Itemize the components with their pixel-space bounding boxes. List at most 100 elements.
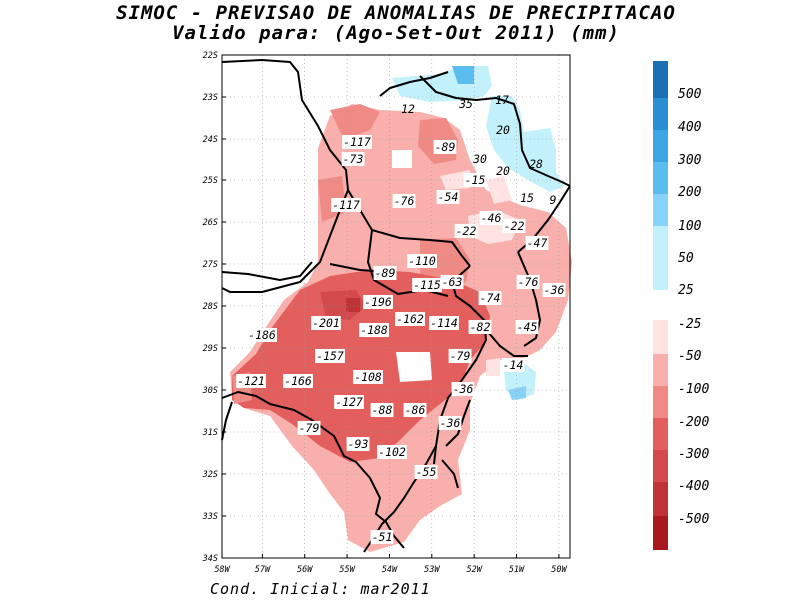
x-axis-labels: 58W 57W 56W 55W 54W 53W 52W 51W 50W bbox=[214, 565, 567, 575]
contour-label: -115 bbox=[413, 278, 441, 292]
contour-label-bg bbox=[429, 316, 459, 330]
contour-label: -110 bbox=[408, 254, 436, 268]
colorbar-swatch bbox=[653, 386, 668, 418]
contour-label-bg bbox=[433, 140, 457, 154]
y-tick-label: 29S bbox=[203, 344, 218, 354]
colorbar-swatch bbox=[653, 130, 668, 162]
contour-label: -74 bbox=[480, 291, 501, 305]
contour-label-bg bbox=[403, 403, 427, 417]
colorbar-swatch bbox=[653, 450, 668, 482]
contour-label-bg bbox=[359, 323, 389, 337]
x-tick-label: 53W bbox=[424, 565, 440, 575]
contour-label-bg bbox=[478, 291, 502, 305]
colorbar-label: 100 bbox=[678, 219, 702, 234]
x-tick-label: 54W bbox=[382, 565, 398, 575]
contour-label: -15 bbox=[465, 173, 486, 187]
contour-label: -51 bbox=[372, 530, 393, 544]
x-tick-label: 55W bbox=[339, 565, 355, 575]
contour-label: -166 bbox=[284, 374, 312, 388]
contour-label: -82 bbox=[470, 320, 491, 334]
contour-label: -88 bbox=[372, 403, 393, 417]
contour-label: -157 bbox=[316, 349, 344, 363]
contour-label: -93 bbox=[348, 437, 369, 451]
contour-label-bg bbox=[448, 349, 472, 363]
contour-label: 15 bbox=[520, 191, 534, 205]
contour-label: -102 bbox=[378, 445, 406, 459]
contour-label: 28 bbox=[529, 157, 543, 171]
contour-label-bg bbox=[334, 395, 364, 409]
contour-label-bg bbox=[392, 194, 416, 208]
contour-label-bg bbox=[395, 312, 425, 326]
y-tick-label: 34S bbox=[202, 554, 218, 564]
colorbar-swatch bbox=[653, 98, 668, 130]
contour-label: -127 bbox=[335, 395, 363, 409]
contour-label-bg bbox=[353, 370, 383, 384]
contour-label-bg bbox=[440, 275, 464, 289]
contour-label-bg bbox=[363, 295, 393, 309]
contour-label-bg bbox=[370, 530, 394, 544]
map-subtitle: Valido para: (Ago-Set-Out 2011) (mm) bbox=[172, 22, 620, 44]
contour-label: 9 bbox=[550, 193, 557, 207]
colorbar-label: 50 bbox=[678, 251, 694, 266]
contour-label: -63 bbox=[442, 275, 463, 289]
colorbar-label: -50 bbox=[678, 349, 702, 364]
contour-label-bg bbox=[377, 445, 407, 459]
y-tick-label: 22S bbox=[203, 51, 218, 61]
positive-anomaly-areas bbox=[392, 66, 564, 400]
contour-label: 35 bbox=[458, 97, 473, 111]
contour-label: -89 bbox=[375, 266, 396, 280]
contour-label: -46 bbox=[481, 211, 502, 225]
contour-label: -36 bbox=[453, 382, 474, 396]
contour-label-bg bbox=[346, 437, 370, 451]
contour-label: -76 bbox=[394, 194, 415, 208]
colorbar-swatch bbox=[653, 226, 668, 290]
contour-label: -121 bbox=[237, 374, 265, 388]
contour-label: 30 bbox=[472, 152, 487, 166]
colorbar-label: -200 bbox=[678, 415, 709, 430]
contour-label-bg bbox=[414, 465, 438, 479]
contour-label-bg bbox=[463, 173, 487, 187]
contour-label: -162 bbox=[396, 312, 424, 326]
colorbar-label: -400 bbox=[678, 479, 709, 494]
initial-condition-footer: Cond. Inicial: mar2011 bbox=[210, 580, 431, 598]
colorbar-swatch bbox=[653, 516, 668, 550]
y-tick-label: 25S bbox=[203, 176, 218, 186]
contour-label: -89 bbox=[435, 140, 456, 154]
contour-label-bg bbox=[283, 374, 313, 388]
contour-label: -45 bbox=[517, 320, 538, 334]
contour-label: -117 bbox=[343, 135, 371, 149]
contour-label: -73 bbox=[343, 152, 364, 166]
contour-label: 17 bbox=[495, 93, 509, 107]
contour-label-bg bbox=[373, 266, 397, 280]
contour-label: -36 bbox=[440, 416, 461, 430]
contour-label-bg bbox=[515, 320, 539, 334]
contour-label-bg bbox=[436, 190, 460, 204]
contour-label: -117 bbox=[332, 198, 360, 212]
y-tick-label: 24S bbox=[203, 135, 218, 145]
contour-label-bg bbox=[370, 403, 394, 417]
contour-label: -47 bbox=[527, 236, 548, 250]
contour-labels: 12 35 17 20 30 20 28 15 9 -117 -73 -89 -… bbox=[236, 93, 566, 544]
contour-label-bg bbox=[236, 374, 266, 388]
contour-label: -36 bbox=[544, 283, 565, 297]
y-tick-label: 31S bbox=[202, 428, 218, 438]
contour-label-bg bbox=[454, 224, 478, 238]
contour-label-bg bbox=[542, 283, 566, 297]
contour-label-bg bbox=[501, 358, 525, 372]
contour-label: -79 bbox=[450, 349, 471, 363]
contour-label: -22 bbox=[504, 219, 525, 233]
contour-label-bg bbox=[525, 236, 549, 250]
colorbar-swatch bbox=[653, 418, 668, 450]
contour-label: -79 bbox=[299, 421, 320, 435]
contour-label-bg bbox=[342, 135, 372, 149]
map-title: SIMOC - PREVISAO DE ANOMALIAS DE PRECIPI… bbox=[116, 2, 676, 24]
x-tick-label: 51W bbox=[509, 565, 525, 575]
colorbar-swatch bbox=[653, 61, 668, 98]
contour-label-bg bbox=[468, 320, 492, 334]
contour-label: -54 bbox=[438, 190, 459, 204]
y-tick-label: 26S bbox=[203, 218, 218, 228]
colorbar-label: 300 bbox=[677, 153, 702, 168]
y-tick-label: 33S bbox=[202, 512, 218, 522]
contour-label-bg bbox=[516, 275, 540, 289]
